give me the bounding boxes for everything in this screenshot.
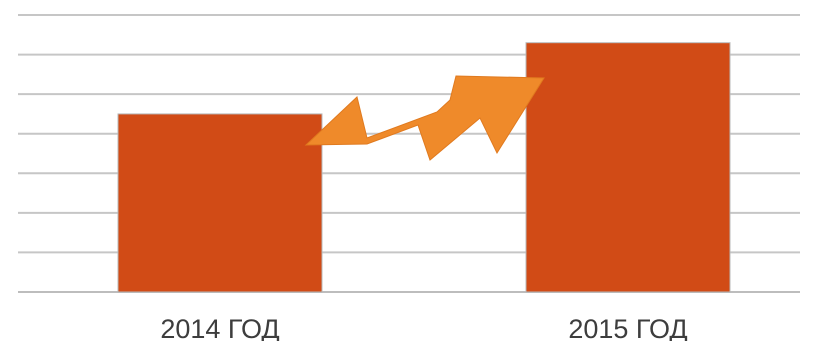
zigzag-arrow [304, 75, 545, 161]
x-tick-label: 2014 ГОД [160, 314, 279, 341]
x-axis-tick-labels: 2014 ГОД 2015 ГОД [160, 314, 687, 341]
growth-arrow [304, 75, 545, 161]
bars [117, 42, 731, 293]
x-tick-label: 2015 ГОД [568, 314, 687, 341]
bar-1 [117, 113, 323, 293]
bar-2 [525, 42, 731, 293]
